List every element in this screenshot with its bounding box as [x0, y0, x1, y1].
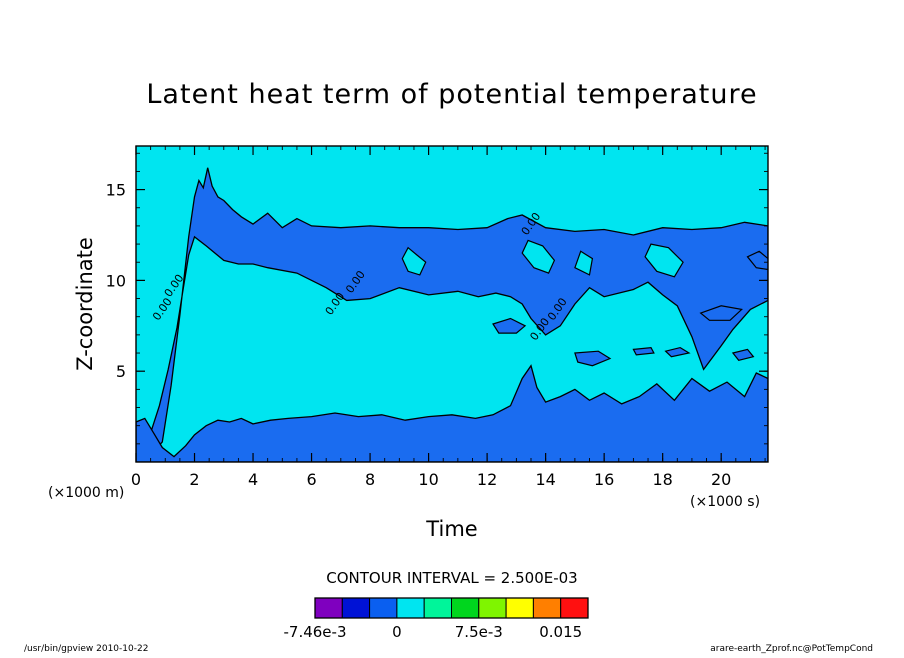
x-tick-label-8: 16 — [594, 470, 614, 489]
x-tick-label-2: 4 — [248, 470, 258, 489]
negative-blob-6 — [746, 250, 768, 271]
colorbar-label-1: 0 — [392, 623, 402, 641]
colorbar-swatch-4 — [423, 597, 453, 619]
y-tick-label-2: 15 — [106, 181, 126, 200]
colorbar-swatch-6 — [478, 597, 507, 619]
plot-area: 0.000.000.000.000.000.000.00 — [135, 145, 769, 463]
colorbar-swatch-7 — [505, 597, 534, 619]
plot-frame — [135, 145, 769, 463]
x-tick-label-3: 6 — [306, 470, 316, 489]
y-tick-label-0: 5 — [116, 362, 126, 381]
colorbar-label-3: 0.015 — [539, 623, 582, 641]
zero-island-1 — [521, 239, 556, 274]
chart-title: Latent heat term of potential temperatur… — [146, 79, 757, 110]
colorbar-swatch-3 — [396, 597, 425, 619]
colorbar-swatch-9 — [560, 597, 589, 619]
negative-blob-0 — [492, 317, 527, 334]
x-tick-label-10: 20 — [711, 470, 731, 489]
colorbar-labels: -7.46e-3 0 7.5e-3 0.015 — [284, 623, 583, 641]
colorbar — [314, 597, 589, 619]
negative-blob-4 — [731, 348, 755, 361]
footer-left: /usr/bin/gpview 2010-10-22 — [24, 644, 148, 654]
negative-blob-5 — [699, 305, 743, 321]
x-tick-label-0: 0 — [131, 470, 141, 489]
negative-region-upper — [136, 167, 768, 460]
colorbar-swatch-5 — [451, 597, 480, 619]
x-axis-label: Time — [425, 517, 477, 541]
y-axis-unit: (×1000 m) — [48, 485, 124, 501]
x-tick-label-7: 14 — [535, 470, 555, 489]
colorbar-swatch-0 — [314, 597, 343, 619]
colorbar-swatch-2 — [369, 597, 398, 619]
y-tick-label-1: 10 — [106, 271, 126, 290]
colorbar-swatch-1 — [341, 597, 371, 619]
zero-island-0 — [401, 246, 427, 276]
zero-island-3 — [574, 250, 594, 276]
colorbar-swatch-8 — [532, 597, 562, 619]
x-tick-label-9: 18 — [652, 470, 672, 489]
footer-right: arare-earth_Zprof.nc@PotTempCond — [710, 644, 873, 654]
y-axis-label: Z-coordinate — [73, 237, 97, 371]
x-tick-label-4: 8 — [365, 470, 375, 489]
colorbar-label-0: -7.46e-3 — [284, 623, 347, 641]
negative-region-lower — [136, 364, 768, 462]
negative-blob-3 — [664, 346, 691, 358]
colorbar-label-2: 7.5e-3 — [455, 623, 503, 641]
contour-interval-text: CONTOUR INTERVAL = 2.500E-03 — [326, 569, 577, 587]
colorbar-frame — [314, 597, 589, 619]
negative-blob-1 — [574, 350, 612, 367]
x-tick-label-5: 10 — [418, 470, 438, 489]
x-tick-label-1: 2 — [189, 470, 199, 489]
zero-island-2 — [644, 243, 684, 278]
x-axis-unit: (×1000 s) — [690, 494, 760, 510]
negative-blob-2 — [632, 346, 655, 356]
x-tick-label-6: 12 — [477, 470, 497, 489]
